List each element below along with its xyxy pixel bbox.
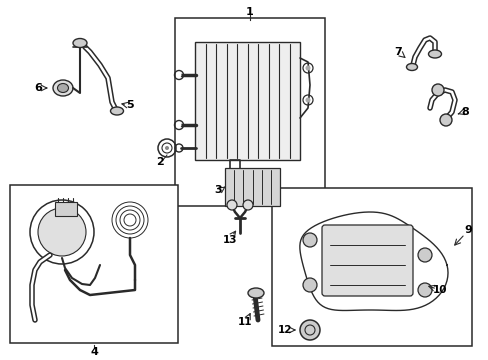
Bar	[175, 18, 325, 206]
Circle shape	[226, 200, 237, 210]
Text: 2: 2	[156, 157, 163, 167]
Text: 6: 6	[34, 83, 42, 93]
Circle shape	[176, 122, 181, 127]
Text: 12: 12	[277, 325, 292, 335]
Text: 1: 1	[245, 7, 253, 17]
Text: 4: 4	[90, 347, 98, 357]
Circle shape	[303, 233, 316, 247]
Ellipse shape	[247, 288, 264, 298]
Ellipse shape	[427, 50, 441, 58]
Circle shape	[417, 283, 431, 297]
Circle shape	[431, 84, 443, 96]
Circle shape	[439, 114, 451, 126]
Text: 8: 8	[460, 107, 468, 117]
Ellipse shape	[58, 84, 68, 93]
Circle shape	[305, 66, 310, 71]
Text: 9: 9	[463, 225, 471, 235]
Circle shape	[38, 208, 86, 256]
Bar	[55, 202, 77, 216]
Text: 13: 13	[223, 235, 237, 245]
FancyBboxPatch shape	[321, 225, 412, 296]
Text: 10: 10	[432, 285, 447, 295]
Text: 3: 3	[214, 185, 222, 195]
Circle shape	[299, 320, 319, 340]
Circle shape	[305, 98, 310, 103]
Text: 5: 5	[126, 100, 134, 110]
Bar	[224, 168, 280, 206]
Ellipse shape	[73, 39, 87, 48]
Text: 7: 7	[393, 47, 401, 57]
Bar	[271, 188, 471, 346]
Circle shape	[417, 248, 431, 262]
Bar	[10, 185, 178, 343]
Text: 11: 11	[237, 317, 252, 327]
Circle shape	[164, 146, 169, 150]
Circle shape	[176, 72, 181, 77]
Circle shape	[243, 200, 252, 210]
Circle shape	[303, 278, 316, 292]
Ellipse shape	[110, 107, 123, 115]
FancyBboxPatch shape	[195, 42, 299, 160]
Ellipse shape	[406, 63, 417, 71]
Ellipse shape	[53, 80, 73, 96]
